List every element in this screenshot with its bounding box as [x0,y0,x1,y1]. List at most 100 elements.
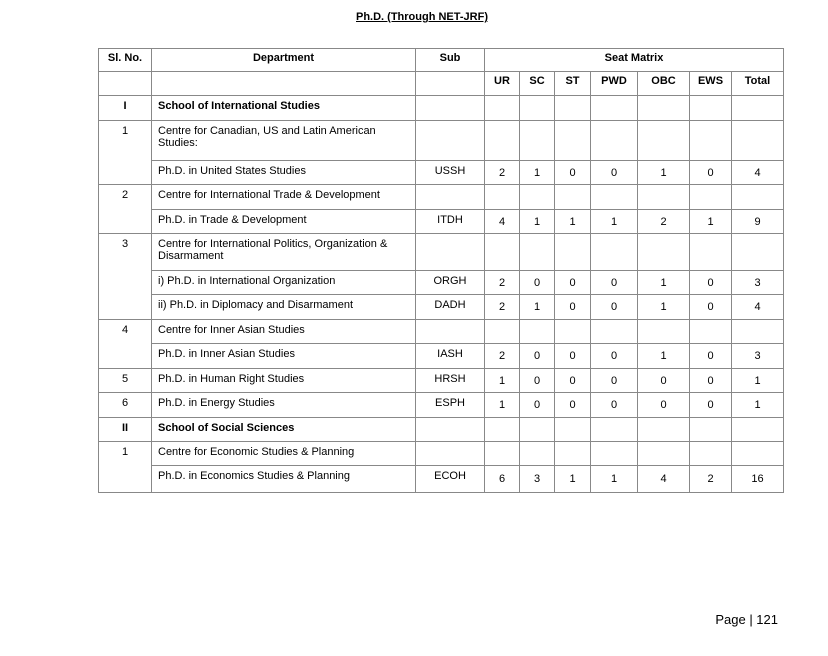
seat-ews-cell: 0 [689,392,732,418]
seat-pwd-cell [590,120,638,161]
seat-ur-cell [484,95,520,121]
seat-total-cell [731,441,784,466]
seat-total-cell: 4 [731,294,784,320]
seat-ur-cell: 2 [484,160,520,185]
sub-code-cell [415,233,485,271]
sl-no-cell: 1 [98,441,152,493]
header-seat-matrix: Seat Matrix [484,48,784,72]
department-cell: Centre for Canadian, US and Latin Americ… [151,120,416,161]
seat-st-cell [554,120,591,161]
seat-sc-cell: 0 [519,343,555,369]
seat-ur-cell [484,441,520,466]
seat-pwd-cell: 0 [590,160,638,185]
seat-obc-cell: 0 [637,368,690,393]
sl-no-cell: 1 [98,120,152,185]
seat-total-cell: 9 [731,209,784,234]
seat-ur-cell [484,417,520,442]
seat-obc-cell: 1 [637,270,690,295]
seat-ews-cell [689,417,732,442]
seat-obc-cell: 1 [637,294,690,320]
seat-sc-cell: 1 [519,209,555,234]
seat-ews-cell: 0 [689,368,732,393]
department-cell: School of Social Sciences [151,417,416,442]
seat-st-cell: 0 [554,270,591,295]
seat-obc-cell: 1 [637,160,690,185]
sub-code-cell: ITDH [415,209,485,234]
seat-sc-cell [519,441,555,466]
sub-code-cell: DADH [415,294,485,320]
seat-pwd-cell: 0 [590,294,638,320]
header-blank [415,71,485,96]
seat-pwd-cell [590,233,638,271]
seat-total-cell: 4 [731,160,784,185]
table-row: Ph.D. in Trade & Development ITDH 4 1 1 1 2 1 9 [99,209,784,234]
sl-no-cell: 4 [98,319,152,369]
seat-obc-cell: 2 [637,209,690,234]
seat-ur-cell [484,233,520,271]
seat-pwd-cell [590,441,638,466]
seat-ews-cell [689,233,732,271]
page-number: Page | 121 [715,612,778,627]
seat-st-cell: 0 [554,368,591,393]
sub-code-cell: IASH [415,343,485,369]
header-blank [151,71,416,96]
seat-pwd-cell: 0 [590,368,638,393]
sub-code-cell [415,417,485,442]
seat-ur-cell: 4 [484,209,520,234]
seat-total-cell [731,417,784,442]
seat-obc-cell: 4 [637,465,690,493]
seat-obc-cell [637,233,690,271]
seat-obc-cell: 1 [637,343,690,369]
seat-ur-cell [484,319,520,344]
table-row: 1 Centre for Canadian, US and Latin Ameri… [98,120,784,185]
department-cell: Ph.D. in Energy Studies [151,392,416,418]
seat-st-cell [554,233,591,271]
table-row: Ph.D. in Inner Asian Studies IASH 2 0 0 0 1 0 3 [99,343,784,369]
seat-ur-cell [484,120,520,161]
seat-obc-cell [637,417,690,442]
sub-code-cell [415,319,485,344]
header-blank [98,71,152,96]
seat-ur-cell: 2 [484,343,520,369]
sl-no-cell: 3 [98,233,152,320]
seat-total-cell: 1 [731,392,784,418]
seat-pwd-cell: 0 [590,270,638,295]
table-row: ii) Ph.D. in Diplomacy and Disarmament DA… [99,294,784,320]
department-cell: ii) Ph.D. in Diplomacy and Disarmament [151,294,416,320]
seat-pwd-cell: 0 [590,392,638,418]
seat-st-cell [554,184,591,210]
seat-ews-cell: 1 [689,209,732,234]
seat-pwd-cell [590,95,638,121]
table-row: Ph.D. in Economics Studies & Planning ECO… [99,465,784,493]
seat-st-cell [554,417,591,442]
seat-ur-cell [484,184,520,210]
seat-ews-cell [689,441,732,466]
seat-ur-cell: 1 [484,368,520,393]
table-row: i) Ph.D. in International Organization OR… [99,270,784,295]
seat-total-cell: 1 [731,368,784,393]
seat-obc-cell [637,319,690,344]
header-total: Total [731,71,784,96]
seat-sc-cell: 1 [519,160,555,185]
table-row: II School of Social Sciences [98,417,784,442]
seat-total-cell: 16 [731,465,784,493]
seat-total-cell [731,95,784,121]
seat-ews-cell [689,319,732,344]
seat-st-cell: 0 [554,294,591,320]
seat-sc-cell: 0 [519,270,555,295]
seat-st-cell: 0 [554,343,591,369]
sl-no-cell: 5 [98,368,152,393]
seat-st-cell [554,441,591,466]
department-cell: School of International Studies [151,95,416,121]
sub-code-cell: HRSH [415,368,485,393]
department-cell: Ph.D. in United States Studies [151,160,416,185]
seat-ews-cell [689,120,732,161]
table-row: 3 Centre for International Politics, Orga… [98,233,784,320]
seat-total-cell [731,120,784,161]
table-row: Ph.D. in United States Studies USSH 2 1 0 0 1 0… [99,160,784,185]
sub-code-cell [415,120,485,161]
seat-obc-cell [637,441,690,466]
seat-st-cell: 1 [554,209,591,234]
department-cell: i) Ph.D. in International Organization [151,270,416,295]
department-cell: Ph.D. in Trade & Development [151,209,416,234]
